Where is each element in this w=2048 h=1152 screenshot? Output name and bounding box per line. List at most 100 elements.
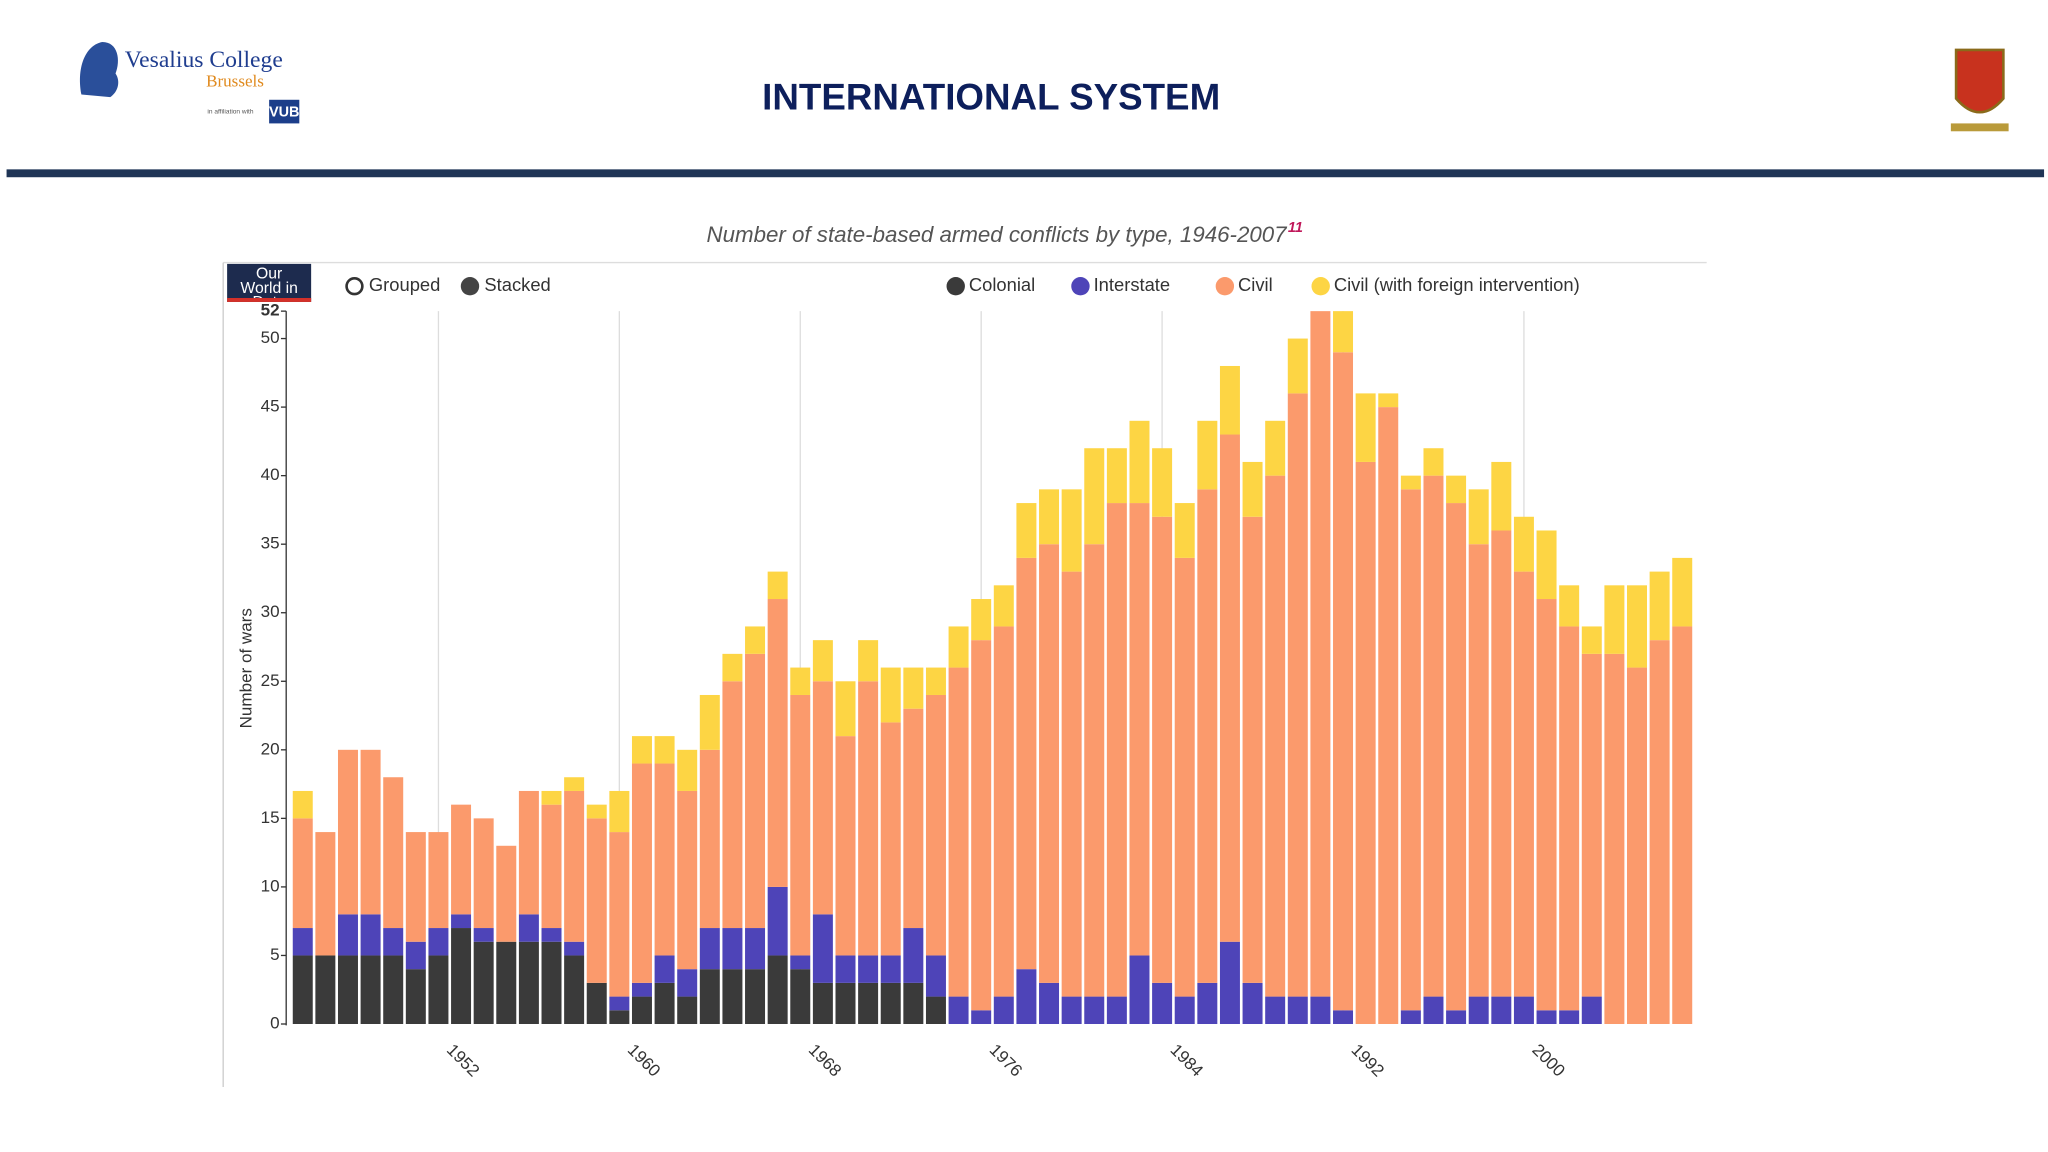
bar-segment <box>564 790 585 942</box>
bar-segment <box>993 996 1014 1024</box>
y-tick-label: 52 <box>261 301 280 320</box>
bar-segment <box>1265 420 1286 476</box>
y-tick-label: 35 <box>261 534 280 553</box>
footnote-ref: 11 <box>1288 220 1303 236</box>
bar-segment <box>428 955 449 1024</box>
mode-radio[interactable] <box>345 277 364 296</box>
bar-segment <box>1355 461 1376 1024</box>
bar-segment <box>1174 996 1195 1024</box>
bar-segment <box>1084 448 1105 545</box>
bar-segment <box>835 736 856 956</box>
y-axis-label: Number of wars <box>236 608 255 728</box>
header-rule <box>6 169 2045 178</box>
bar-segment <box>880 667 901 723</box>
chart-title: Number of state-based armed conflicts by… <box>707 222 1289 247</box>
bar-segment <box>677 969 698 997</box>
bar-segment <box>451 804 472 915</box>
bar-segment <box>1468 544 1489 997</box>
y-tick-label: 10 <box>261 876 280 895</box>
bar-segment <box>1265 996 1286 1024</box>
bar-segment <box>1061 571 1082 997</box>
bar-segment <box>1513 516 1534 572</box>
bar-segment <box>699 749 720 929</box>
bar-segment <box>903 928 924 983</box>
logo-badge <box>269 99 300 124</box>
bar-segment <box>722 928 743 970</box>
brand-strip <box>227 298 312 302</box>
legend-label: Civil (with foreign intervention) <box>1334 274 1580 295</box>
bar-segment <box>1310 311 1331 997</box>
bar-segment <box>948 996 969 1024</box>
bar-segment <box>948 626 969 668</box>
bar-segment <box>1627 667 1647 1024</box>
bar-segment <box>880 982 901 1024</box>
bar-segment <box>1197 982 1218 1024</box>
bar-segment <box>767 886 788 956</box>
bar-segment <box>541 790 562 805</box>
bar-segment <box>812 640 833 682</box>
bar-segment <box>1446 475 1467 504</box>
bar-segment <box>1287 338 1308 394</box>
bar-segment <box>971 640 992 1011</box>
bar-segment <box>654 736 675 764</box>
bar-segment <box>722 681 743 929</box>
bar-segment <box>1333 352 1354 1011</box>
mode-label[interactable]: Stacked <box>484 274 550 295</box>
bar-segment <box>292 955 313 1024</box>
bar-segment <box>925 667 946 695</box>
bar-segment <box>541 928 562 942</box>
bar-segment <box>1468 489 1489 545</box>
bar-segment <box>858 982 879 1024</box>
bar-segment <box>993 626 1014 997</box>
bar-segment <box>790 667 811 695</box>
bar-segment <box>586 982 607 1024</box>
bar-segment <box>1378 393 1399 408</box>
bar-segment <box>496 845 517 942</box>
y-tick-label: 50 <box>261 328 280 347</box>
bar-segment <box>1039 489 1060 545</box>
bar-segment <box>1106 503 1127 997</box>
brand-box <box>227 263 312 302</box>
bar-segment <box>745 969 766 1024</box>
bar-segment <box>1581 626 1602 654</box>
mode-radio[interactable] <box>460 277 480 296</box>
bar-segment <box>337 955 358 1024</box>
bar-segment <box>971 599 992 641</box>
bar-segment <box>1016 969 1037 1024</box>
bar-segment <box>654 982 675 1024</box>
bar-segment <box>858 640 879 682</box>
logo-name: Vesalius College <box>125 47 283 73</box>
bar-segment <box>564 941 585 956</box>
bar-segment <box>518 790 539 915</box>
bar-segment <box>360 955 381 1024</box>
bar-segment <box>1649 640 1670 1024</box>
bar-segment <box>1446 503 1467 1011</box>
bar-segment <box>699 694 720 750</box>
bar-segment <box>360 749 381 915</box>
bar-segment <box>745 653 766 929</box>
bar-segment <box>1039 982 1060 1024</box>
bar-segment <box>1084 996 1105 1024</box>
bar-segment <box>383 955 404 1024</box>
bar-segment <box>1604 585 1625 654</box>
bar-segment <box>1581 653 1602 997</box>
bar-segment <box>1513 571 1534 997</box>
x-tick-label: 1976 <box>986 1040 1026 1080</box>
bar-segment <box>541 941 562 1024</box>
bar-segment <box>677 790 698 970</box>
mode-label[interactable]: Grouped <box>369 274 440 295</box>
crest-ribbon <box>1950 123 2009 132</box>
bar-segment <box>541 804 562 929</box>
bar-segment <box>383 777 404 929</box>
bar-segment <box>1219 941 1240 1024</box>
bar-segment <box>1265 475 1286 997</box>
bar-segment <box>835 982 856 1024</box>
bar-segment <box>1106 996 1127 1024</box>
y-tick-label: 20 <box>261 739 280 758</box>
bar-segment <box>405 941 426 970</box>
crest-shield <box>1954 48 2005 114</box>
bar-segment <box>858 681 879 956</box>
bar-segment <box>903 708 924 929</box>
slide-title: INTERNATIONAL SYSTEM <box>762 76 1220 117</box>
y-tick-label: 45 <box>261 397 280 416</box>
